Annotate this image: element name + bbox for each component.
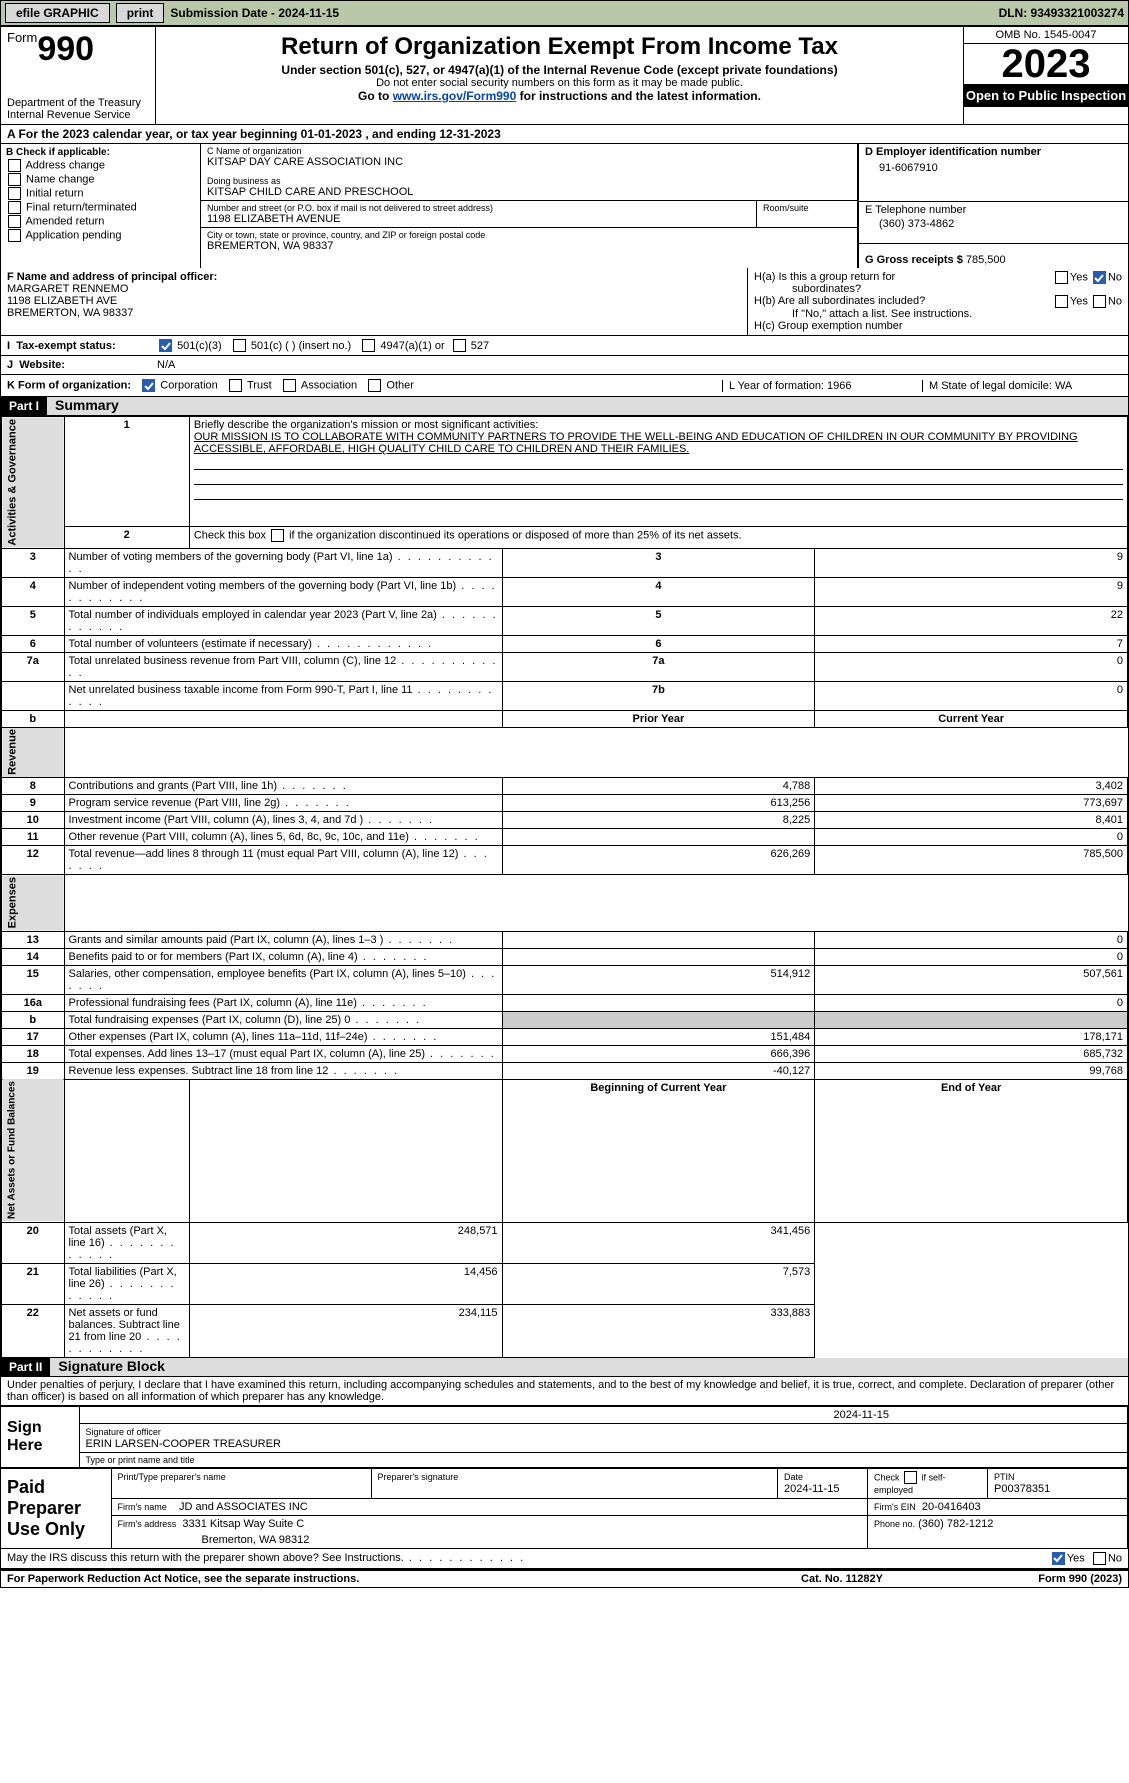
501c-checkbox[interactable] — [233, 339, 246, 352]
org-name-cell: C Name of organization KITSAP DAY CARE A… — [201, 144, 857, 201]
firm-addr: 3331 Kitsap Way Suite C — [182, 1518, 304, 1530]
assoc-checkbox[interactable] — [283, 379, 296, 392]
dba-label: Doing business as — [207, 176, 851, 186]
org-name-label: C Name of organization — [207, 146, 851, 156]
dba-value: KITSAP CHILD CARE AND PRESCHOOL — [207, 186, 851, 198]
pra-notice: For Paperwork Reduction Act Notice, see … — [7, 1573, 742, 1585]
city-cell: City or town, state or province, country… — [201, 228, 857, 254]
column-right: D Employer identification number 91-6067… — [858, 144, 1128, 268]
trust-checkbox[interactable] — [229, 379, 242, 392]
header-center: Return of Organization Exempt From Incom… — [156, 27, 963, 124]
ein-cell: D Employer identification number 91-6067… — [859, 144, 1128, 202]
street-value: 1198 ELIZABETH AVENUE — [207, 213, 750, 225]
colb-option[interactable]: Amended return — [6, 215, 195, 228]
hb-yes-checkbox[interactable] — [1055, 295, 1068, 308]
form-footer: Form 990 (2023) — [942, 1573, 1122, 1585]
dln-label: DLN: 93493321003274 — [999, 6, 1124, 20]
colb-option[interactable]: Application pending — [6, 229, 195, 242]
gross-receipts-value: 785,500 — [966, 254, 1006, 266]
open-inspection: Open to Public Inspection — [964, 84, 1128, 107]
firm-ein: 20-0416403 — [922, 1501, 981, 1513]
year-formation: L Year of formation: 1966 — [722, 380, 922, 392]
org-name: KITSAP DAY CARE ASSOCIATION INC — [207, 156, 851, 168]
hc-label: H(c) Group exemption number — [754, 320, 1122, 332]
paid-preparer-label: Paid Preparer Use Only — [1, 1468, 111, 1548]
mission-text: OUR MISSION IS TO COLLABORATE WITH COMMU… — [194, 431, 1078, 455]
header-left: Form990 Department of the Treasury Inter… — [1, 27, 156, 124]
irs-link[interactable]: www.irs.gov/Form990 — [393, 89, 517, 103]
city-value: BREMERTON, WA 98337 — [207, 240, 851, 252]
discuss-yes-checkbox[interactable] — [1052, 1552, 1065, 1565]
section-h: H(a) Is this a group return for subordin… — [748, 268, 1128, 335]
part1-header: Part I — [1, 397, 47, 415]
colb-option[interactable]: Final return/terminated — [6, 201, 195, 214]
527-checkbox[interactable] — [453, 339, 466, 352]
subtitle-3: Go to www.irs.gov/Form990 for instructio… — [164, 89, 955, 103]
corp-checkbox[interactable] — [142, 379, 155, 392]
4947-checkbox[interactable] — [362, 339, 375, 352]
preparer-table: Paid Preparer Use Only Print/Type prepar… — [1, 1468, 1128, 1549]
print-button[interactable]: print — [116, 3, 165, 23]
form-990: Form990 Department of the Treasury Inter… — [0, 26, 1129, 1588]
vtab-net: Net Assets or Fund Balances — [2, 1079, 65, 1222]
state-domicile: M State of legal domicile: WA — [922, 380, 1122, 392]
discuss-question: May the IRS discuss this return with the… — [7, 1552, 1050, 1565]
street-cell: Number and street (or P.O. box if mail i… — [201, 201, 757, 228]
ptin-value: P00378351 — [994, 1483, 1050, 1495]
room-cell: Room/suite — [757, 201, 857, 228]
website-value: N/A — [157, 359, 175, 371]
sign-here-label: Sign Here — [1, 1406, 79, 1467]
ein-value: 91-6067910 — [865, 158, 1122, 174]
submission-date: Submission Date - 2024-11-15 — [170, 6, 339, 20]
row-a-period: A For the 2023 calendar year, or tax yea… — [1, 125, 1128, 144]
declaration-text: Under penalties of perjury, I declare th… — [1, 1377, 1128, 1406]
header-right: OMB No. 1545-0047 2023 Open to Public In… — [963, 27, 1128, 124]
ha-no-checkbox[interactable] — [1093, 271, 1106, 284]
vtab-exp: Expenses — [2, 875, 65, 931]
subtitle-2: Do not enter social security numbers on … — [164, 77, 955, 89]
other-checkbox[interactable] — [368, 379, 381, 392]
officer-sig: ERIN LARSEN-COOPER TREASURER — [86, 1438, 281, 1450]
sig-date: 2024-11-15 — [828, 1406, 1128, 1423]
colb-option[interactable]: Initial return — [6, 187, 195, 200]
part1-title: Summary — [47, 397, 119, 415]
hb-no-checkbox[interactable] — [1093, 295, 1106, 308]
line2-checkbox[interactable] — [271, 529, 284, 542]
firm-city: Bremerton, WA 98312 — [111, 1532, 868, 1549]
officer-addr1: 1198 ELIZABETH AVE — [7, 295, 741, 307]
discuss-no-checkbox[interactable] — [1093, 1552, 1106, 1565]
section-f: F Name and address of principal officer:… — [1, 268, 748, 335]
self-employed-checkbox[interactable] — [904, 1471, 917, 1484]
summary-table: Activities & Governance 1 Briefly descri… — [1, 416, 1128, 1358]
colb-option[interactable]: Address change — [6, 159, 195, 172]
dept-label: Department of the Treasury — [7, 97, 149, 109]
top-toolbar: efile GRAPHIC print Submission Date - 20… — [0, 0, 1129, 26]
column-b-checkboxes: B Check if applicable: Address change Na… — [1, 144, 201, 268]
tax-year: 2023 — [964, 44, 1128, 84]
signature-table: Sign Here 2024-11-15 Signature of office… — [1, 1406, 1128, 1468]
vtab-rev: Revenue — [2, 727, 65, 778]
firm-phone: (360) 782-1212 — [918, 1518, 993, 1530]
form-word: Form — [7, 30, 37, 45]
ha-yes-checkbox[interactable] — [1055, 271, 1068, 284]
phone-value: (360) 373-4862 — [865, 216, 1122, 230]
form-title: Return of Organization Exempt From Incom… — [164, 33, 955, 61]
colb-option[interactable]: Name change — [6, 173, 195, 186]
subtitle-1: Under section 501(c), 527, or 4947(a)(1)… — [164, 63, 955, 77]
form-number: 990 — [37, 30, 94, 68]
col-b-title: B Check if applicable: — [6, 147, 195, 158]
vtab-ag: Activities & Governance — [2, 417, 65, 549]
cat-no: Cat. No. 11282Y — [742, 1573, 942, 1585]
firm-name: JD and ASSOCIATES INC — [179, 1501, 308, 1513]
officer-name: MARGARET RENNEMO — [7, 283, 741, 295]
officer-addr2: BREMERTON, WA 98337 — [7, 307, 741, 319]
part2-title: Signature Block — [50, 1358, 165, 1376]
part2-header: Part II — [1, 1358, 50, 1376]
irs-label: Internal Revenue Service — [7, 109, 149, 121]
phone-cell: E Telephone number (360) 373-4862 — [859, 202, 1128, 244]
501c3-checkbox[interactable] — [159, 339, 172, 352]
efile-button[interactable]: efile GRAPHIC — [5, 3, 110, 23]
gross-receipts-cell: G Gross receipts $ 785,500 — [859, 244, 1128, 268]
